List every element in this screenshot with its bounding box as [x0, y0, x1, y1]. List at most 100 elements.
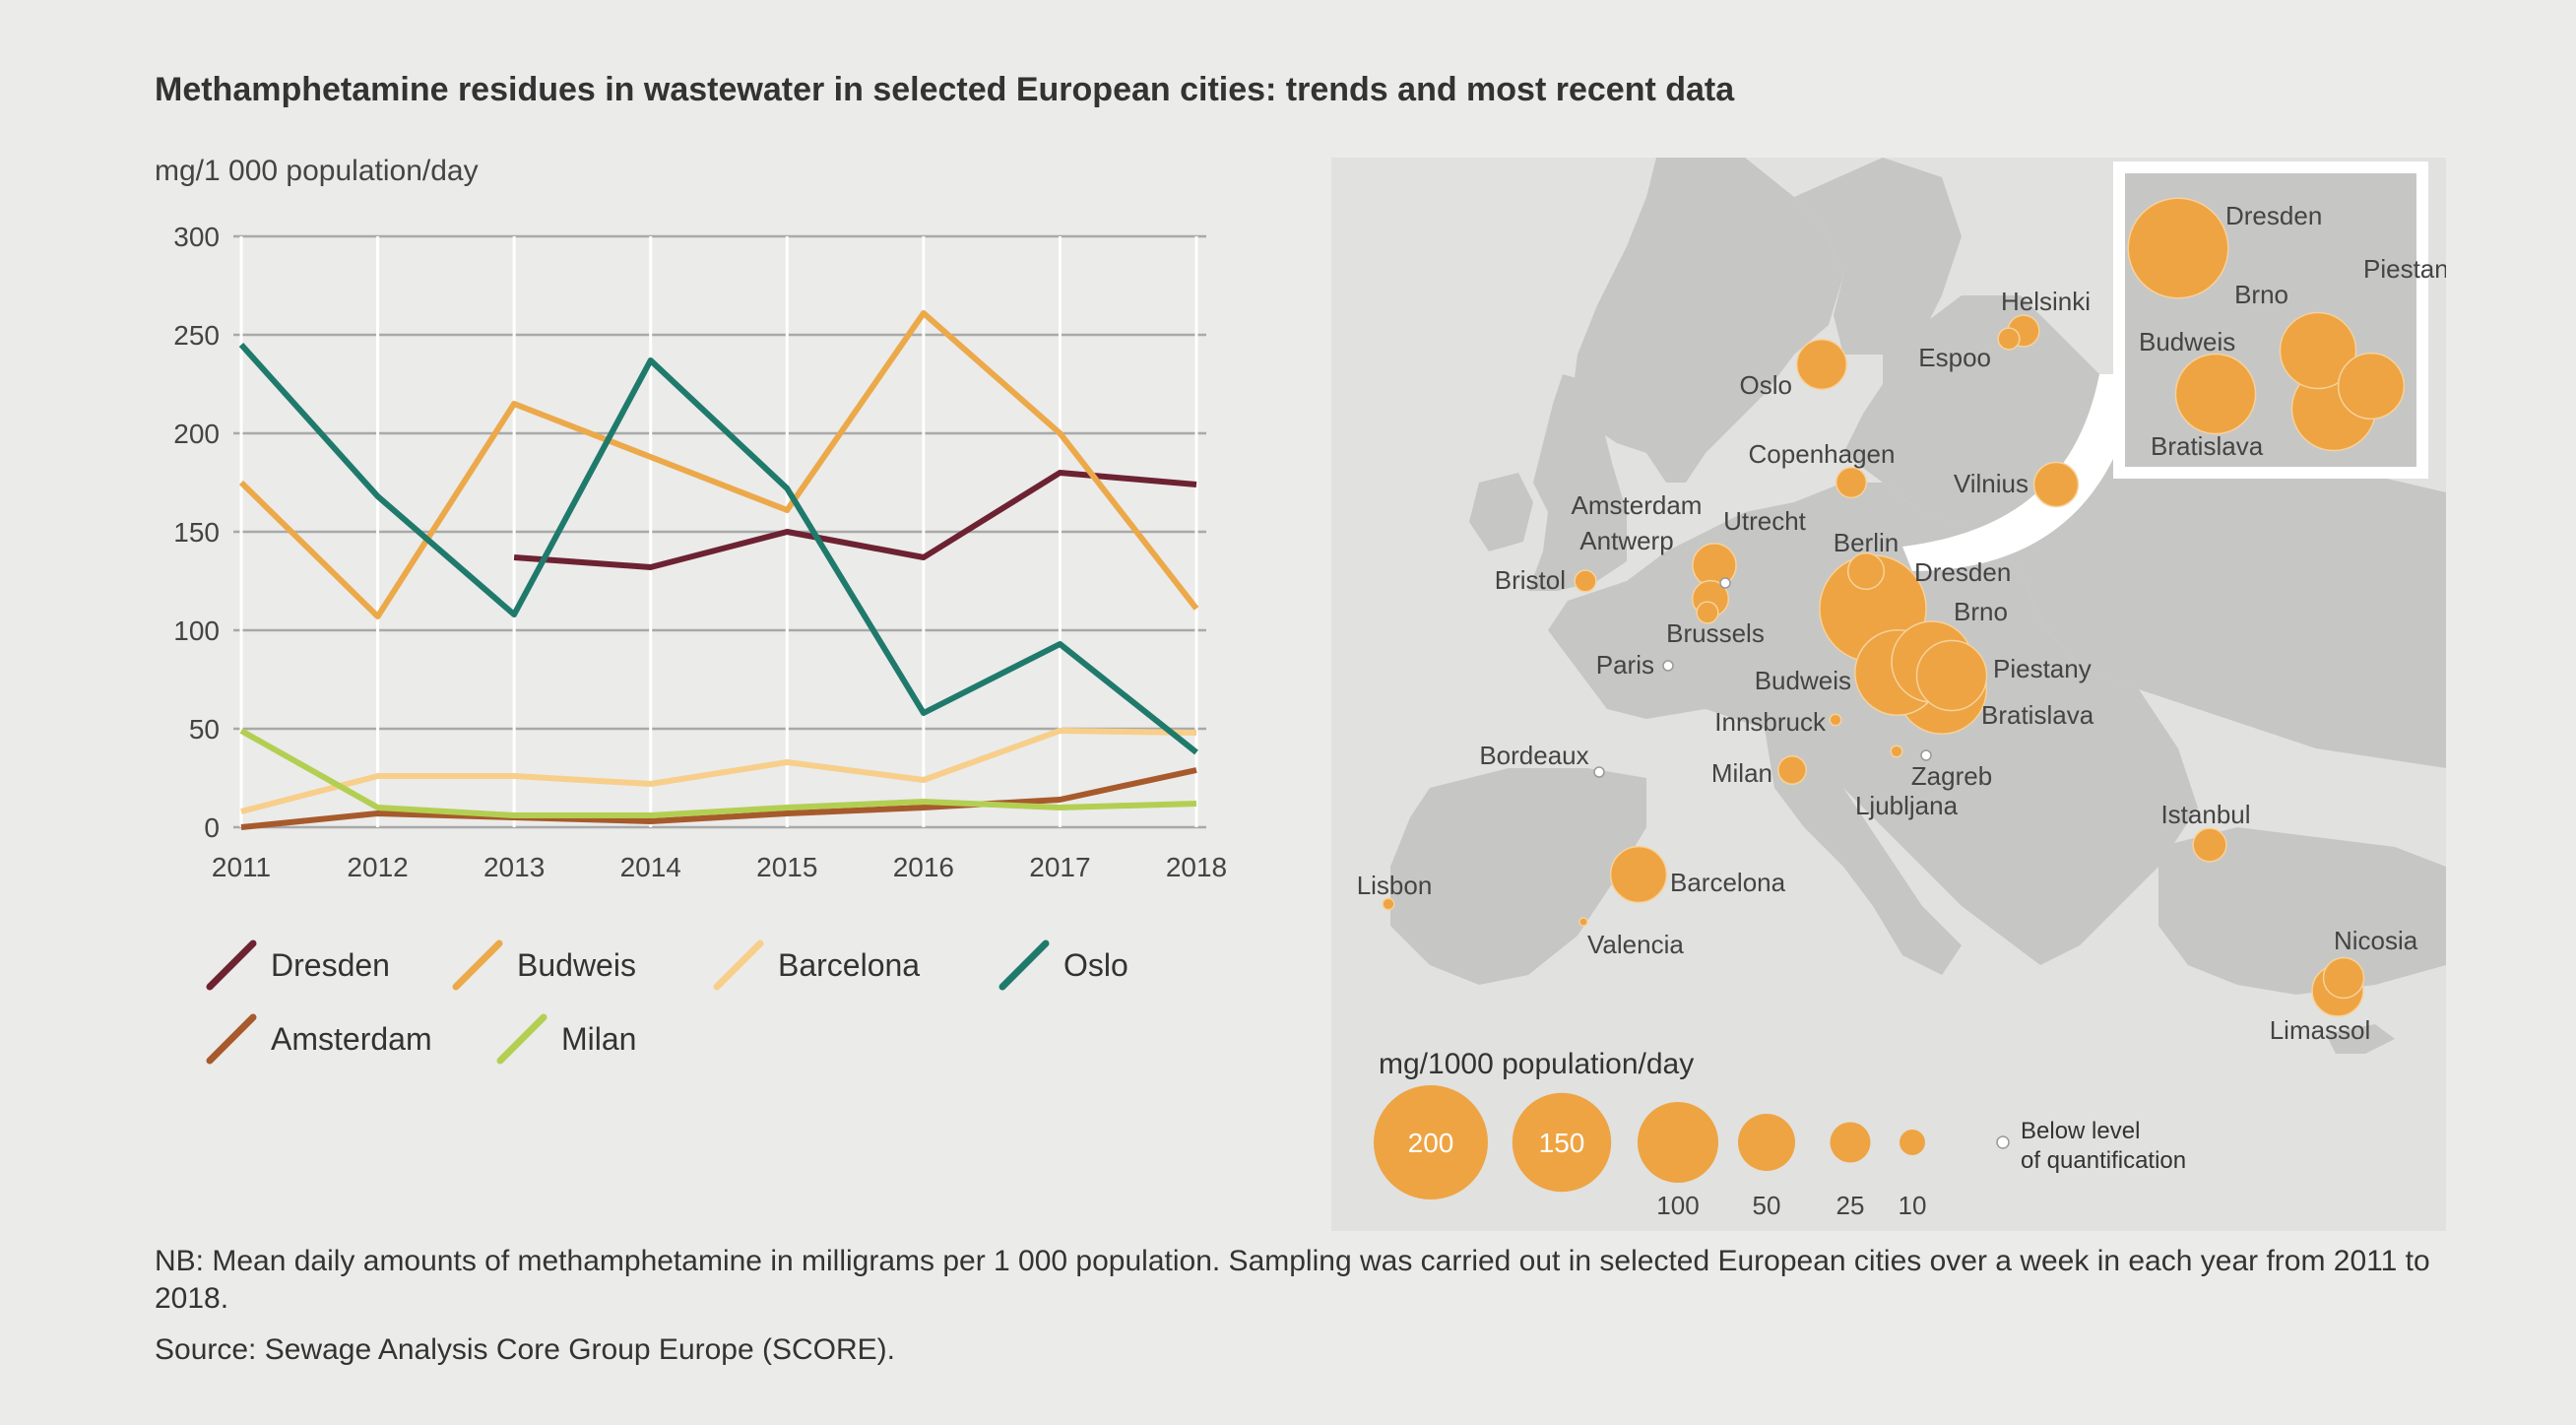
legend-swatch [998, 939, 1050, 991]
legend-label: Oslo [1063, 947, 1128, 983]
land-cyprus [2326, 1024, 2395, 1054]
land-uk [1528, 374, 1627, 591]
legend-swatch [713, 939, 764, 991]
city-label-limassol: Limassol [2270, 1015, 2371, 1045]
city-label-copenhagen: Copenhagen [1749, 439, 1896, 469]
bubble-zagreb [1920, 749, 1932, 761]
legend-label: Amsterdam [271, 1021, 432, 1057]
y-axis-unit-label: mg/1 000 population/day [155, 155, 479, 187]
inset-label-brno: Brno [2234, 280, 2288, 309]
bubble-lisbon [1382, 897, 1395, 911]
size-legend-value: 10 [1899, 1191, 1927, 1220]
y-tick-label: 100 [173, 615, 220, 646]
city-label-espoo: Espoo [1918, 343, 1991, 372]
city-label-dresden: Dresden [1914, 557, 2011, 587]
size-legend-value: 200 [1408, 1128, 1454, 1158]
land-east [1843, 295, 2446, 768]
x-tick-label: 2014 [620, 852, 681, 882]
series-line-milan [239, 728, 1197, 818]
city-label-milan: Milan [1711, 758, 1772, 788]
x-tick-label: 2012 [347, 852, 408, 882]
bubble-espoo [1997, 327, 2021, 351]
below-loq-label-2: of quantification [2021, 1147, 2186, 1174]
city-label-lisbon: Lisbon [1357, 871, 1433, 900]
size-legend-bubble-50 [1738, 1114, 1795, 1171]
city-bubbles [1382, 314, 2365, 1017]
bubble-bristol [1574, 569, 1597, 593]
bubble-nicosia [2322, 956, 2365, 1000]
land-iberia [1390, 768, 1646, 985]
source-note: Source: Sewage Analysis Core Group Europ… [155, 1333, 896, 1366]
inset-label-dresden: Dresden [2225, 201, 2322, 230]
size-legend-value: 50 [1753, 1191, 1781, 1220]
legend-swatch [206, 939, 257, 991]
city-label-helsinki: Helsinki [2001, 287, 2091, 316]
bubble-innsbruck [1829, 713, 1842, 727]
nb-note: NB: Mean daily amounts of methamphetamin… [155, 1245, 2430, 1315]
x-tick-label: 2013 [483, 852, 545, 882]
inset-bubble-piestany [2337, 352, 2406, 421]
legend-swatch [496, 1013, 547, 1065]
size-legend-bubble-10 [1900, 1130, 1925, 1155]
bubble-paris [1662, 660, 1674, 672]
series-line-budweis [238, 310, 1199, 619]
inset-bubbles [2127, 197, 2406, 452]
city-label-budweis: Budweis [1755, 666, 1851, 695]
bubble-copenhagen [1835, 466, 1868, 499]
inset-bubble-brno [2279, 311, 2357, 390]
land-finland [1794, 158, 1962, 355]
series-line-dresden [513, 470, 1197, 570]
x-tick-label: 2017 [1029, 852, 1090, 882]
city-labels: Dresden Brno Piestany Budweis Bratislava Oslo… [1357, 287, 2418, 1045]
land-ireland [1469, 473, 1533, 551]
below-loq-marker [1996, 1135, 2010, 1149]
inset-bubble-budweis [2174, 353, 2257, 435]
city-label-bratislava: Bratislava [1981, 700, 2094, 730]
land-italy [1765, 729, 1962, 975]
size-legend-bubble-25 [1830, 1122, 1871, 1163]
x-tick-label: 2015 [756, 852, 817, 882]
legend-label: Barcelona [778, 947, 921, 983]
inset-label-bratislava: Bratislava [2151, 431, 2264, 461]
y-tick-label: 50 [189, 714, 220, 745]
size-legend-value: 100 [1656, 1191, 1699, 1220]
x-tick-label: 2011 [212, 852, 271, 882]
bubble-oslo [1795, 338, 1848, 391]
bubble-berlin [1846, 551, 1886, 591]
city-label-innsbruck: Innsbruck [1714, 707, 1827, 737]
series-line-amsterdam [240, 767, 1197, 830]
bubble-utrecht [1719, 577, 1731, 589]
inset-labels: Dresden Piestany Brno Budweis Bratislava [2139, 201, 2462, 461]
x-tick-labels: 2011 2012 2013 2014 2015 2016 2017 2018 [212, 852, 1227, 882]
bubble-bordeaux [1593, 766, 1605, 778]
series-lines [238, 310, 1199, 830]
bubble-valencia [1578, 917, 1588, 927]
bubble-istanbul [2192, 827, 2227, 863]
legend-swatch [452, 939, 503, 991]
below-loq-label: Below level [2021, 1118, 2140, 1144]
city-label-istanbul: Istanbul [2160, 800, 2250, 829]
y-tick-label: 250 [173, 320, 220, 351]
bubble-size-legend: mg/1000 population/day 200 150 100 50 25 10 B… [1374, 1048, 2186, 1220]
size-legend-value: 25 [1836, 1191, 1865, 1220]
size-legend-value: 150 [1539, 1128, 1585, 1158]
gridlines [233, 234, 1206, 829]
city-label-nicosia: Nicosia [2334, 926, 2418, 955]
inset-bubble-dresden [2127, 197, 2229, 299]
size-legend-title: mg/1000 population/day [1379, 1048, 1694, 1080]
chart-title: Methamphetamine residues in wastewater i… [155, 71, 1735, 108]
bubble-milan [1777, 755, 1807, 785]
city-label-piestany: Piestany [1993, 654, 2092, 683]
y-tick-label: 150 [173, 517, 220, 548]
city-label-vilnius: Vilnius [1954, 469, 2029, 498]
bubble-brussels [1696, 601, 1719, 624]
city-label-zagreb: Zagreb [1911, 761, 1992, 791]
city-label-brno: Brno [1954, 597, 2008, 626]
y-tick-label: 300 [173, 222, 220, 252]
land-scandinavia [1573, 158, 1843, 483]
city-label-bordeaux: Bordeaux [1479, 741, 1588, 770]
map-panel: Dresden Brno Piestany Budweis Bratislava Oslo… [1331, 158, 2462, 1231]
y-tick-label: 200 [173, 419, 220, 449]
bubble-piestany [1915, 639, 1988, 712]
